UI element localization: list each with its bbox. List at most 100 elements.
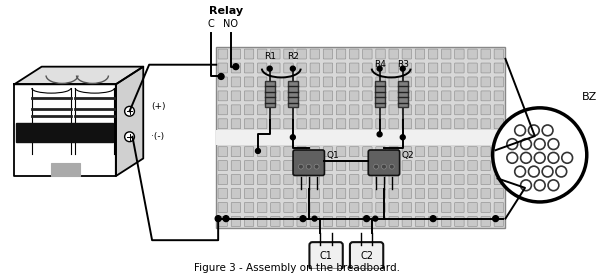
FancyBboxPatch shape [468,161,477,171]
FancyBboxPatch shape [494,161,503,171]
FancyBboxPatch shape [389,189,398,198]
FancyBboxPatch shape [310,49,319,59]
FancyBboxPatch shape [468,77,477,87]
FancyBboxPatch shape [231,161,241,171]
FancyBboxPatch shape [271,105,280,115]
FancyBboxPatch shape [494,147,503,157]
FancyBboxPatch shape [362,161,372,171]
Circle shape [535,152,545,163]
FancyBboxPatch shape [481,202,490,212]
FancyBboxPatch shape [389,77,398,87]
FancyBboxPatch shape [428,77,438,87]
FancyBboxPatch shape [244,105,254,115]
FancyBboxPatch shape [415,202,425,212]
FancyBboxPatch shape [284,216,293,226]
FancyBboxPatch shape [323,202,332,212]
FancyBboxPatch shape [297,63,307,73]
FancyBboxPatch shape [271,147,280,157]
FancyBboxPatch shape [376,49,385,59]
FancyBboxPatch shape [362,175,372,185]
FancyBboxPatch shape [350,147,359,157]
Circle shape [377,66,382,71]
FancyBboxPatch shape [218,49,227,59]
FancyBboxPatch shape [350,189,359,198]
FancyBboxPatch shape [389,119,398,129]
FancyBboxPatch shape [350,161,359,171]
FancyBboxPatch shape [442,119,451,129]
FancyBboxPatch shape [415,216,425,226]
Circle shape [548,139,559,150]
FancyBboxPatch shape [402,77,412,87]
FancyBboxPatch shape [481,77,490,87]
FancyBboxPatch shape [442,202,451,212]
FancyBboxPatch shape [350,119,359,129]
FancyBboxPatch shape [323,49,332,59]
FancyBboxPatch shape [297,77,307,87]
FancyBboxPatch shape [297,105,307,115]
Text: Q1: Q1 [326,151,339,160]
FancyBboxPatch shape [337,105,346,115]
FancyBboxPatch shape [481,161,490,171]
Circle shape [507,139,518,150]
FancyBboxPatch shape [481,189,490,198]
FancyBboxPatch shape [481,49,490,59]
FancyBboxPatch shape [494,105,503,115]
FancyBboxPatch shape [455,119,464,129]
Polygon shape [116,67,143,176]
FancyBboxPatch shape [350,216,359,226]
FancyBboxPatch shape [310,216,319,226]
FancyBboxPatch shape [368,150,400,175]
FancyBboxPatch shape [350,105,359,115]
FancyBboxPatch shape [455,175,464,185]
FancyBboxPatch shape [402,63,412,73]
Circle shape [521,152,532,163]
FancyBboxPatch shape [455,49,464,59]
FancyBboxPatch shape [362,63,372,73]
FancyBboxPatch shape [257,189,267,198]
FancyBboxPatch shape [257,147,267,157]
FancyBboxPatch shape [428,189,438,198]
FancyBboxPatch shape [350,77,359,87]
FancyBboxPatch shape [415,119,425,129]
FancyBboxPatch shape [310,161,319,171]
FancyBboxPatch shape [297,216,307,226]
FancyBboxPatch shape [442,161,451,171]
FancyBboxPatch shape [415,77,425,87]
FancyBboxPatch shape [376,105,385,115]
FancyBboxPatch shape [231,189,241,198]
FancyBboxPatch shape [231,63,241,73]
FancyBboxPatch shape [468,119,477,129]
FancyBboxPatch shape [310,91,319,101]
FancyBboxPatch shape [244,77,254,87]
FancyBboxPatch shape [428,63,438,73]
Text: R2: R2 [287,52,299,61]
FancyBboxPatch shape [376,119,385,129]
FancyBboxPatch shape [231,119,241,129]
Circle shape [312,216,317,221]
FancyBboxPatch shape [376,91,385,101]
FancyBboxPatch shape [337,63,346,73]
FancyBboxPatch shape [297,175,307,185]
Bar [216,130,505,145]
FancyBboxPatch shape [218,189,227,198]
Bar [398,81,407,107]
FancyBboxPatch shape [244,175,254,185]
FancyBboxPatch shape [428,147,438,157]
FancyBboxPatch shape [337,202,346,212]
FancyBboxPatch shape [376,63,385,73]
FancyBboxPatch shape [376,189,385,198]
FancyBboxPatch shape [428,91,438,101]
Bar [216,47,505,229]
FancyBboxPatch shape [323,91,332,101]
FancyBboxPatch shape [231,91,241,101]
FancyBboxPatch shape [218,119,227,129]
FancyBboxPatch shape [389,147,398,157]
FancyBboxPatch shape [389,161,398,171]
FancyBboxPatch shape [257,77,267,87]
FancyBboxPatch shape [362,91,372,101]
FancyBboxPatch shape [442,216,451,226]
FancyBboxPatch shape [428,216,438,226]
FancyBboxPatch shape [244,49,254,59]
FancyBboxPatch shape [468,105,477,115]
Circle shape [493,108,587,202]
